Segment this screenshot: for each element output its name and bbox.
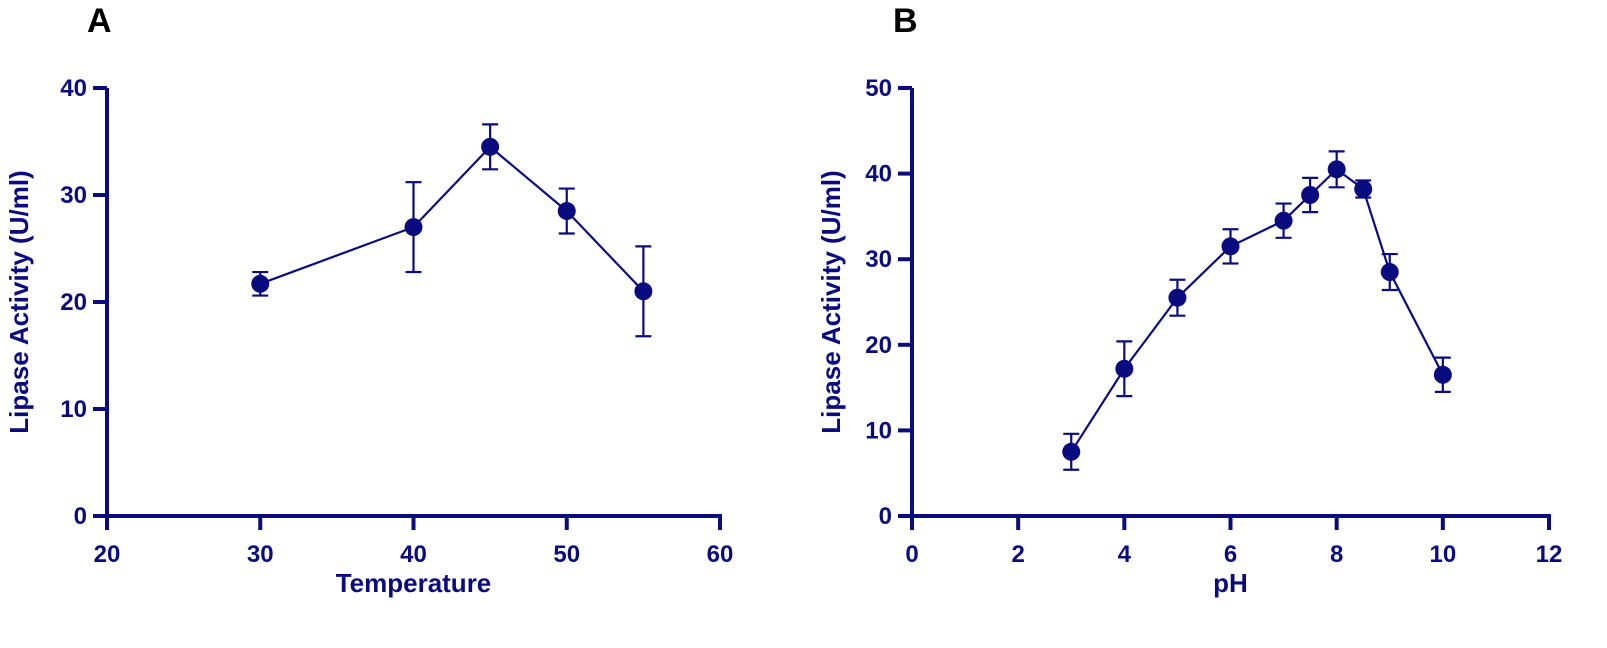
- x-tick-label: 30: [247, 541, 274, 568]
- data-point: [1380, 263, 1399, 282]
- x-axis-label: Temperature: [336, 568, 492, 598]
- panel-letter: B: [893, 2, 918, 40]
- y-axis-label: Lipase Activity (U/ml): [4, 170, 34, 433]
- data-point: [251, 274, 270, 293]
- data-point: [557, 202, 576, 221]
- x-tick-label: 12: [1536, 541, 1563, 568]
- x-tick-label: 6: [1224, 541, 1237, 568]
- data-point: [1115, 359, 1134, 378]
- y-tick-label: 30: [60, 182, 87, 209]
- y-tick-label: 0: [74, 503, 87, 530]
- data-point: [404, 218, 423, 237]
- data-line: [1070, 167, 1444, 453]
- x-tick-label: 40: [400, 541, 427, 568]
- y-tick-label: 40: [865, 161, 892, 188]
- y-tick-label: 10: [865, 417, 892, 444]
- data-point: [1301, 186, 1320, 204]
- y-tick-label: 50: [865, 75, 892, 102]
- y-tick-label: 10: [60, 396, 87, 423]
- y-axis-label: Lipase Activity (U/ml): [816, 170, 846, 433]
- data-line: [259, 145, 645, 293]
- x-tick-label: 60: [707, 541, 734, 568]
- data-point: [1168, 288, 1187, 307]
- y-tick-label: 40: [60, 75, 87, 102]
- y-tick-label: 20: [865, 332, 892, 359]
- data-point: [1327, 160, 1346, 179]
- x-axis-label: pH: [1213, 568, 1248, 598]
- x-tick-label: 10: [1429, 541, 1456, 568]
- chart-panel-b: B 0 10 20 30 40 50 0 2 4 6 8 10 12 pH Lipase Activity (…: [816, 2, 1562, 598]
- data-point: [634, 282, 653, 301]
- data-point: [1062, 442, 1081, 461]
- y-tick-label: 20: [60, 289, 87, 316]
- y-tick-label: 30: [865, 246, 892, 273]
- y-tick-label: 0: [879, 503, 892, 530]
- chart-panel-a: A 0 10 20 30 40 20 30 40 50 60 Temperature Lipase Ac…: [4, 2, 733, 598]
- x-tick-label: 50: [553, 541, 580, 568]
- data-point: [1354, 180, 1373, 199]
- data-point: [1433, 365, 1452, 384]
- x-tick-label: 4: [1118, 541, 1132, 568]
- data-point: [481, 137, 500, 156]
- panel-letter: A: [87, 2, 112, 40]
- data-point: [1274, 211, 1293, 230]
- x-tick-label: 0: [905, 541, 918, 568]
- x-tick-label: 20: [94, 541, 121, 568]
- data-point: [1221, 237, 1240, 256]
- x-tick-label: 2: [1011, 541, 1024, 568]
- x-tick-label: 8: [1330, 541, 1343, 568]
